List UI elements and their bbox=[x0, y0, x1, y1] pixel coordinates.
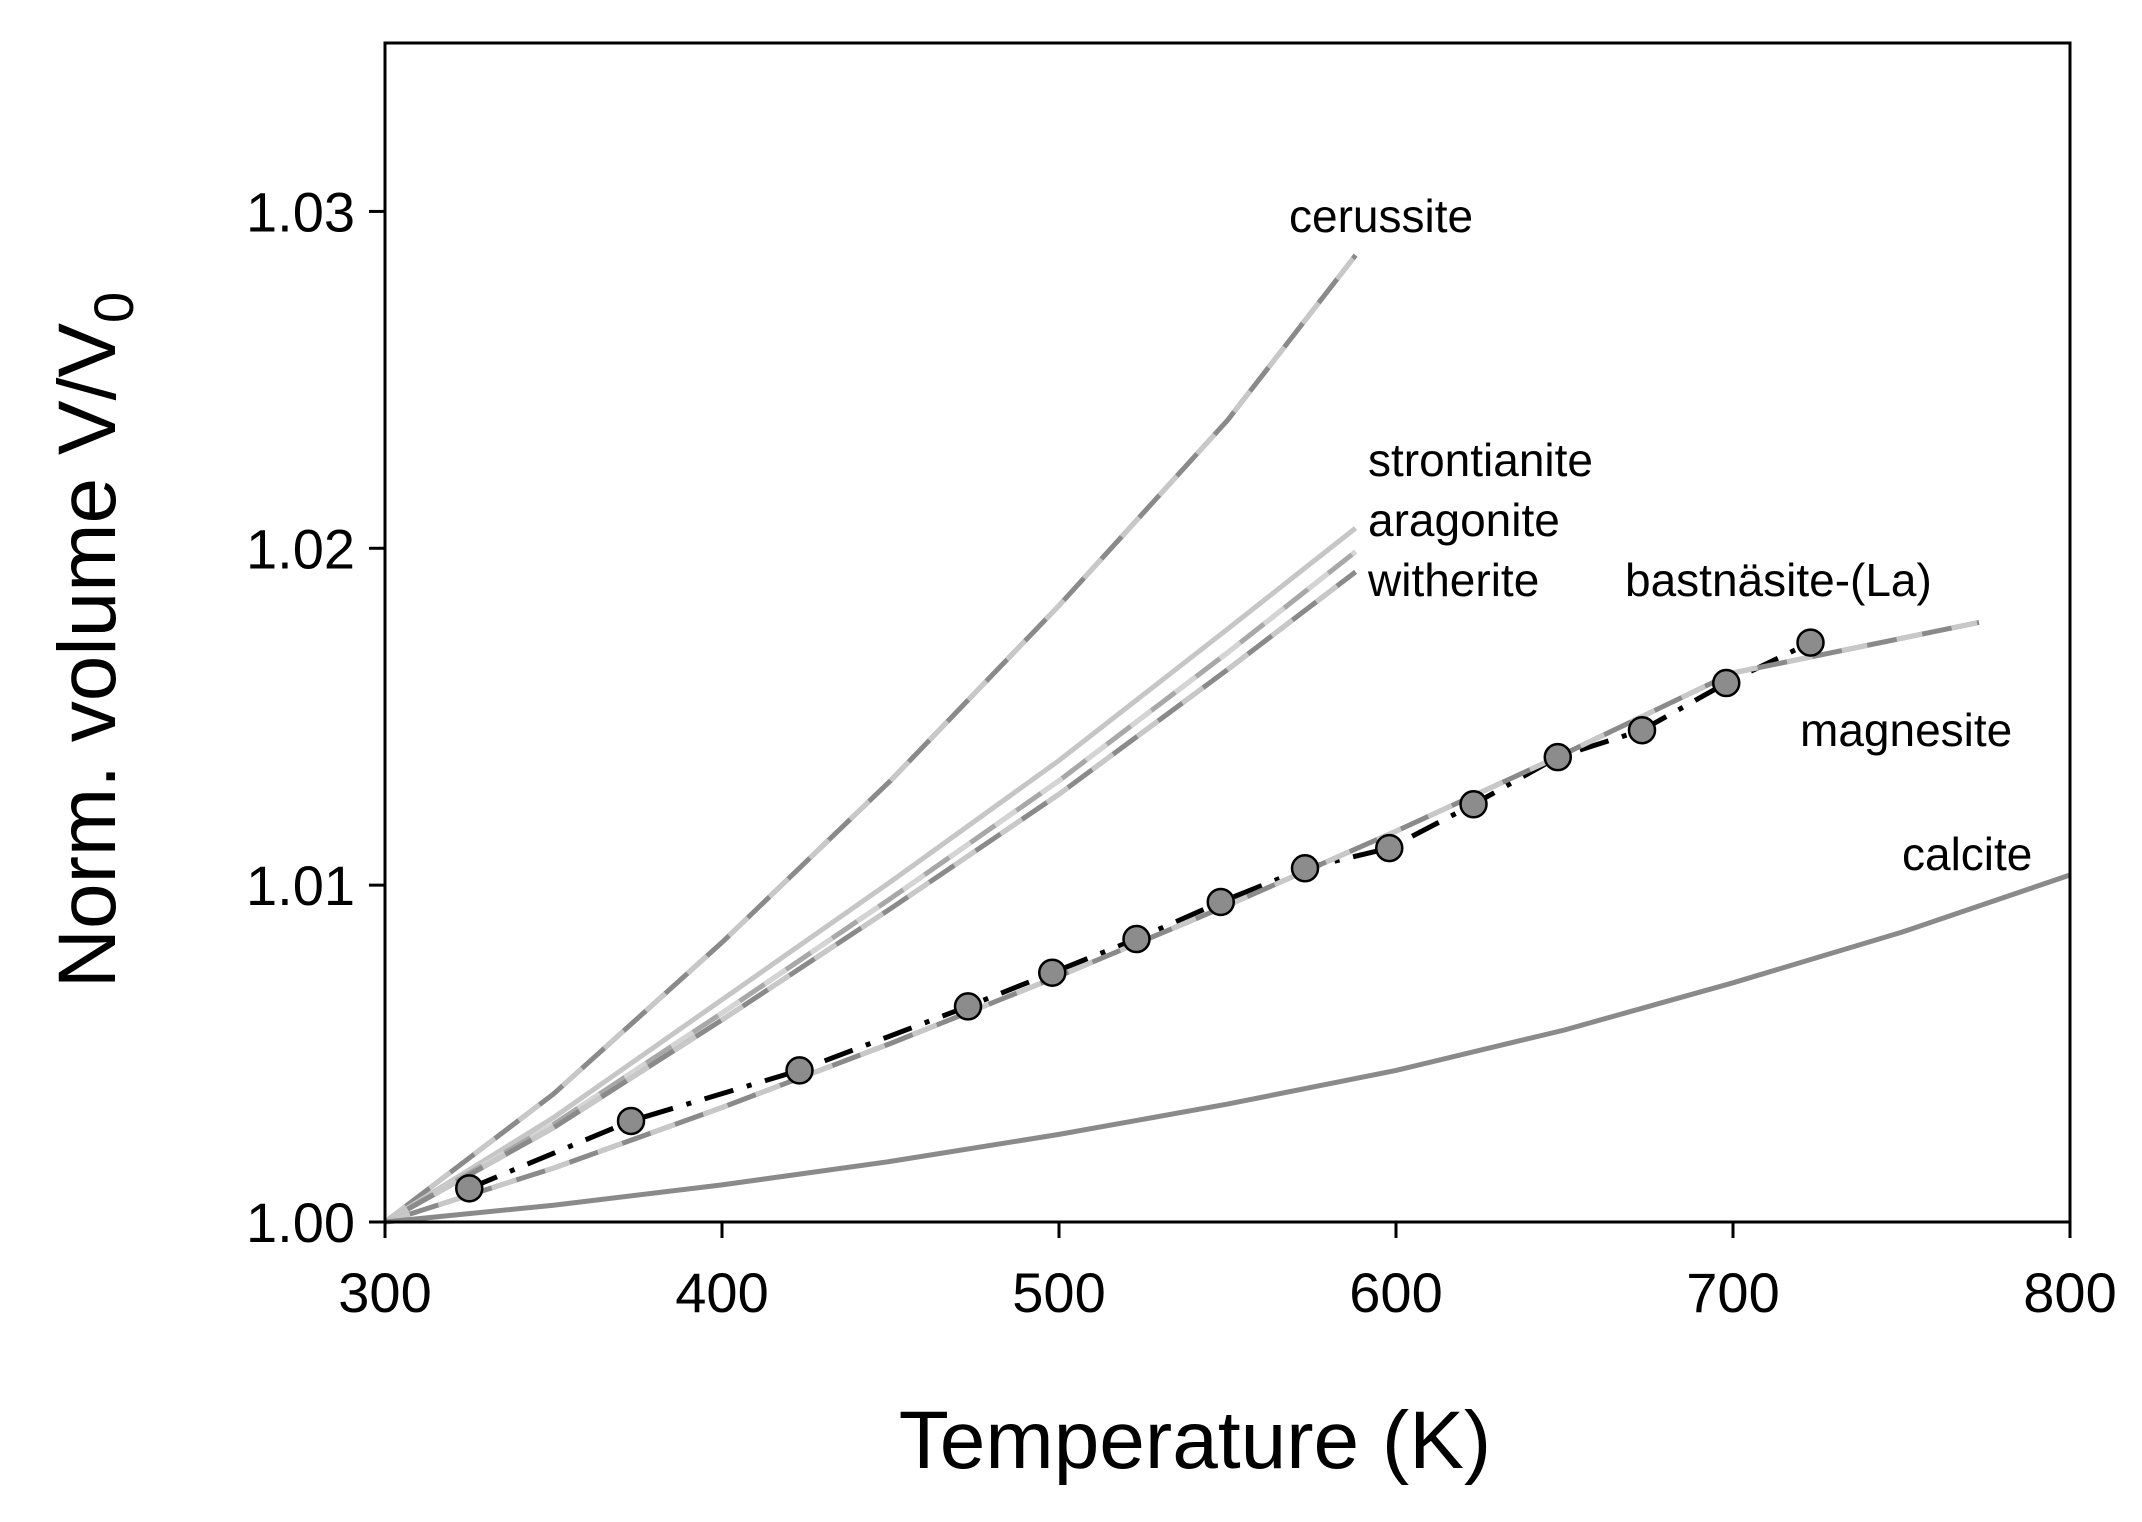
tick-layer: 300 400 500 600 700 800 1.00 1.01 1.02 1.03 bbox=[246, 180, 2117, 1324]
series-bastn-site-la-point-498 bbox=[1038, 958, 1067, 987]
x-axis-title: Temperature (K) bbox=[899, 1395, 1491, 1486]
series-bastn-site-la-point-423 bbox=[785, 1056, 814, 1085]
y-tick-label-1.01: 1.01 bbox=[246, 854, 355, 917]
label-strontianite: strontianite bbox=[1368, 434, 1593, 486]
series-aragonite bbox=[383, 549, 1358, 1225]
x-tick-label-700: 700 bbox=[1686, 1261, 1779, 1324]
label-aragonite: aragonite bbox=[1368, 494, 1560, 546]
y-axis-title-subscript: 0 bbox=[82, 292, 145, 323]
label-magnesite: magnesite bbox=[1800, 704, 2012, 756]
series-bastn-site-la-point-673 bbox=[1627, 715, 1657, 745]
y-tick-label-1.03: 1.03 bbox=[246, 180, 355, 243]
series-bastn-site-la-point-373 bbox=[616, 1106, 646, 1136]
series-cerussite-dash bbox=[383, 253, 1358, 1224]
series-cerussite bbox=[383, 253, 1358, 1224]
series-bastn-site-la bbox=[468, 640, 1812, 1191]
y-tick-label-1.02: 1.02 bbox=[246, 517, 355, 580]
label-cerussite: cerussite bbox=[1289, 190, 1473, 242]
y-axis-title-main: Norm. volume V/V bbox=[42, 323, 133, 989]
label-calcite: calcite bbox=[1902, 828, 2032, 880]
series-bastn-site-la-point-648 bbox=[1543, 742, 1573, 772]
series-bastn-site-la-point-623 bbox=[1459, 790, 1488, 819]
series-bastn-site-la-point-598 bbox=[1375, 833, 1404, 863]
series-bastn-site-la-point-548 bbox=[1206, 887, 1236, 917]
y-axis-title: Norm. volume V/V0 bbox=[42, 292, 145, 988]
x-tick-label-300: 300 bbox=[338, 1261, 431, 1324]
series-bastn-site-la-point-698 bbox=[1712, 668, 1741, 698]
series-bastn-site-la-point-573 bbox=[1290, 854, 1320, 883]
series-bastn-site-la-point-723 bbox=[1796, 628, 1825, 657]
x-tick-label-400: 400 bbox=[675, 1261, 768, 1324]
plot-frame bbox=[383, 41, 2072, 1224]
y-tick-label-1.00: 1.00 bbox=[246, 1191, 355, 1254]
x-tick-label-500: 500 bbox=[1012, 1261, 1105, 1324]
series-bastn-site-la-point-473 bbox=[953, 992, 983, 1021]
series-bastn-site-la-point-325 bbox=[455, 1174, 484, 1203]
label-bastnasite: bastnäsite-(La) bbox=[1625, 554, 1932, 606]
series-strontianite bbox=[383, 526, 1358, 1225]
x-tick-label-600: 600 bbox=[1349, 1261, 1442, 1324]
marker-layer bbox=[455, 628, 1825, 1203]
series-calcite bbox=[384, 872, 2071, 1225]
series-aragonite-dash bbox=[383, 549, 1358, 1225]
label-witherite: witherite bbox=[1367, 554, 1539, 606]
series-bastn-site-la-point-523 bbox=[1122, 924, 1151, 954]
x-tick-label-800: 800 bbox=[2023, 1261, 2116, 1324]
series-witherite-dash bbox=[383, 569, 1358, 1225]
